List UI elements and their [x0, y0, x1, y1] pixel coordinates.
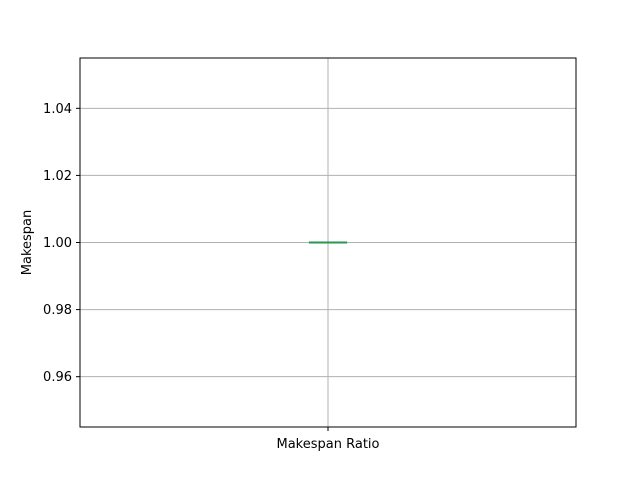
y-tick-label: 0.98 — [43, 303, 72, 318]
tick-layer: 0.96 0.98 1.00 1.02 1.04 Makespan Ratio — [43, 102, 379, 452]
x-tick-label: Makespan Ratio — [277, 437, 380, 452]
y-tick-label: 0.96 — [43, 370, 72, 385]
y-axis-label: Makespan — [20, 210, 35, 275]
y-tick-label: 1.04 — [43, 102, 72, 117]
y-tick-label: 1.00 — [43, 236, 72, 251]
y-tick-label: 1.02 — [43, 169, 72, 184]
box-layer — [308, 241, 348, 244]
